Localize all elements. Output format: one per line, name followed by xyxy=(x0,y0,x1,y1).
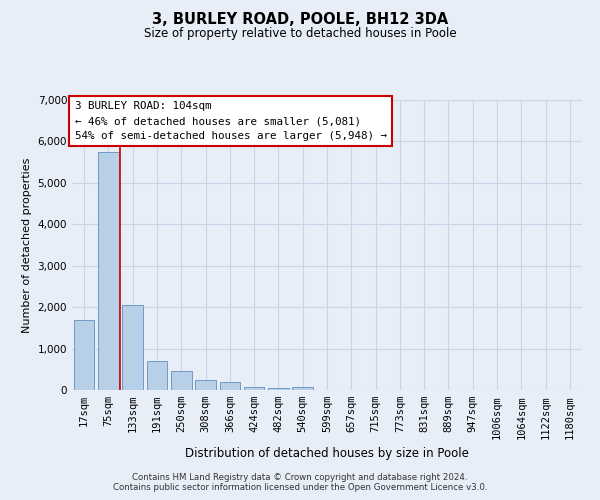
Text: Contains HM Land Registry data © Crown copyright and database right 2024.
Contai: Contains HM Land Registry data © Crown c… xyxy=(113,473,487,492)
X-axis label: Distribution of detached houses by size in Poole: Distribution of detached houses by size … xyxy=(185,447,469,460)
Text: 3 BURLEY ROAD: 104sqm
← 46% of detached houses are smaller (5,081)
54% of semi-d: 3 BURLEY ROAD: 104sqm ← 46% of detached … xyxy=(74,102,386,141)
Bar xyxy=(146,361,167,390)
Y-axis label: Number of detached properties: Number of detached properties xyxy=(22,158,32,332)
Bar xyxy=(195,380,216,390)
Bar xyxy=(98,152,119,390)
Bar xyxy=(74,320,94,390)
Bar xyxy=(244,386,265,390)
Bar xyxy=(268,388,289,390)
Bar xyxy=(220,382,240,390)
Bar xyxy=(171,372,191,390)
Bar xyxy=(122,305,143,390)
Text: 3, BURLEY ROAD, POOLE, BH12 3DA: 3, BURLEY ROAD, POOLE, BH12 3DA xyxy=(152,12,448,28)
Text: Size of property relative to detached houses in Poole: Size of property relative to detached ho… xyxy=(143,28,457,40)
Bar xyxy=(292,386,313,390)
